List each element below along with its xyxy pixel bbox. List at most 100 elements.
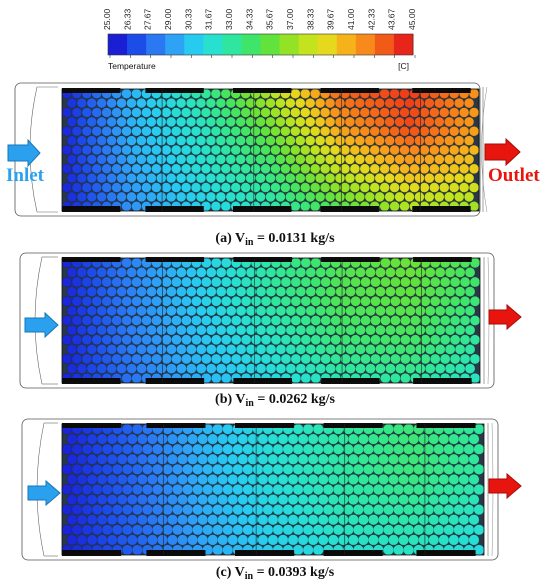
- battery-cell: [227, 474, 239, 485]
- battery-cell: [272, 504, 284, 516]
- battery-cell: [71, 504, 83, 516]
- battery-cell: [468, 534, 480, 546]
- battery-cell: [408, 494, 420, 505]
- battery-cell: [171, 163, 182, 174]
- battery-cell: [126, 433, 138, 445]
- battery-cell: [310, 296, 321, 307]
- holder-bracket: [62, 378, 121, 384]
- battery-cell: [380, 296, 391, 307]
- battery-cell: [216, 324, 227, 336]
- battery-cell: [459, 163, 470, 174]
- battery-cell: [428, 474, 440, 485]
- battery-cell: [295, 267, 307, 278]
- battery-cell: [81, 463, 93, 475]
- battery-cell: [364, 116, 375, 127]
- battery-cell: [320, 107, 331, 118]
- battery-cell: [167, 534, 178, 546]
- battery-cell: [370, 276, 381, 288]
- battery-cell: [358, 534, 369, 546]
- battery-cell: [166, 116, 177, 127]
- battery-cell: [390, 373, 401, 384]
- battery-cell: [265, 305, 277, 317]
- battery-cell: [235, 116, 246, 127]
- battery-cell: [389, 126, 400, 137]
- battery-cell: [121, 484, 133, 495]
- battery-cell: [146, 363, 157, 374]
- battery-cell: [307, 433, 319, 445]
- battery-cell: [310, 182, 321, 193]
- battery-cell: [131, 423, 143, 435]
- battery-cell: [161, 296, 172, 307]
- battery-cell: [277, 534, 289, 546]
- battery-cell: [310, 144, 321, 156]
- battery-cell: [425, 363, 436, 374]
- battery-cell: [61, 315, 73, 326]
- colorbar-swatch: [336, 34, 357, 55]
- battery-cell: [270, 353, 282, 365]
- battery-cell: [439, 334, 451, 345]
- battery-cell: [439, 315, 451, 326]
- battery-cell: [300, 88, 311, 99]
- battery-cell: [212, 484, 224, 495]
- battery-cell: [473, 484, 485, 495]
- battery-cell: [428, 494, 440, 505]
- battery-cell: [353, 524, 364, 536]
- battery-cell: [96, 433, 108, 445]
- battery-cell: [157, 433, 168, 445]
- battery-cell: [91, 107, 102, 118]
- battery-cell: [232, 484, 244, 495]
- battery-cell: [453, 504, 465, 516]
- battery-cell: [157, 514, 168, 526]
- battery-cell: [111, 276, 122, 288]
- battery-cell: [280, 296, 292, 307]
- battery-cell: [111, 443, 123, 455]
- battery-cell: [300, 201, 311, 212]
- battery-cell: [195, 98, 207, 109]
- battery-cell: [419, 126, 430, 137]
- battery-cell: [131, 257, 142, 268]
- battery-cell: [116, 98, 127, 109]
- battery-cell: [389, 107, 400, 118]
- battery-cell: [335, 267, 346, 278]
- battery-cell: [399, 88, 410, 99]
- battery-cell: [280, 276, 292, 288]
- battery-cell: [290, 88, 301, 99]
- battery-cell: [86, 494, 98, 505]
- battery-cell: [230, 334, 242, 345]
- battery-cell: [349, 163, 360, 174]
- battery-cell: [66, 494, 78, 505]
- battery-cell: [66, 324, 78, 336]
- battery-cell: [222, 504, 234, 516]
- battery-cell: [355, 305, 366, 317]
- battery-cell: [305, 173, 316, 184]
- holder-bracket: [323, 550, 383, 556]
- battery-cell: [96, 116, 107, 127]
- battery-cell: [300, 353, 312, 365]
- battery-cell: [335, 324, 346, 336]
- battery-cell: [404, 116, 415, 127]
- battery-cell: [242, 443, 254, 455]
- battery-cell: [215, 173, 226, 184]
- battery-cell: [136, 173, 147, 184]
- battery-cell: [116, 534, 128, 546]
- battery-cell: [375, 324, 386, 336]
- battery-cell: [332, 463, 344, 475]
- battery-cell: [424, 98, 435, 109]
- battery-cell: [327, 494, 339, 505]
- holder-bracket: [233, 257, 292, 262]
- battery-cell: [106, 474, 118, 485]
- battery-cell: [86, 534, 98, 546]
- battery-cell: [302, 484, 314, 495]
- battery-cell: [365, 305, 376, 317]
- outlet-arrow-a: [484, 137, 521, 167]
- battery-cell: [232, 504, 244, 516]
- battery-cell: [196, 305, 207, 317]
- battery-cell: [81, 144, 92, 156]
- battery-cell: [317, 514, 329, 526]
- battery-cell: [212, 423, 224, 435]
- battery-cell: [260, 126, 271, 137]
- battery-cell: [265, 154, 276, 165]
- caption-a: (a) Vin = 0.0131 kg/s: [215, 231, 335, 248]
- battery-cell: [147, 494, 158, 505]
- battery-cell: [350, 315, 361, 326]
